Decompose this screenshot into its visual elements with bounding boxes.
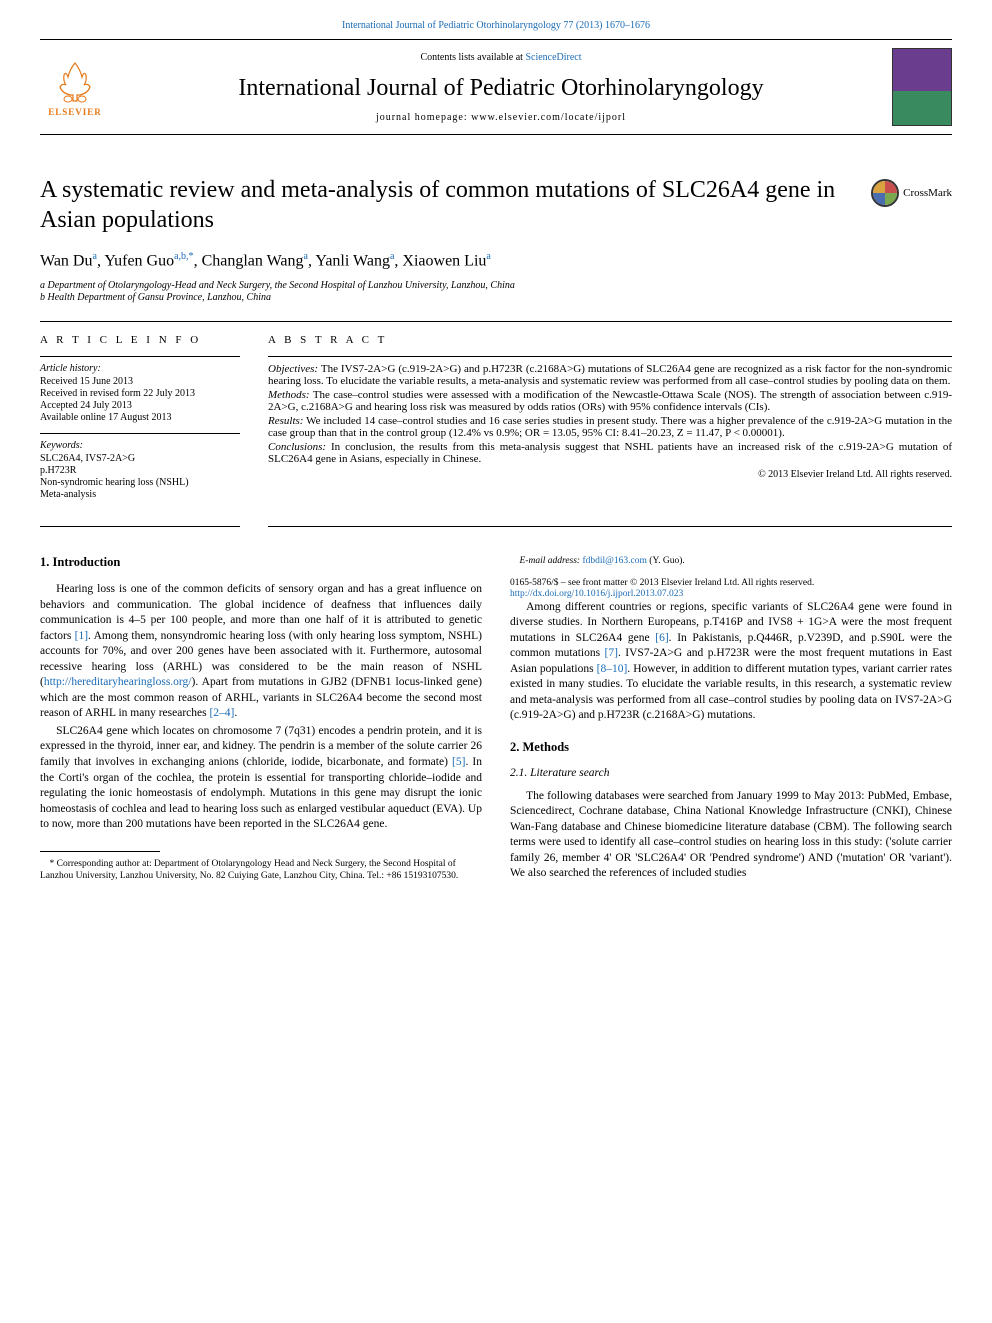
affiliations: a Department of Otolaryngology-Head and … [40,280,952,303]
title-row: A systematic review and meta-analysis of… [40,175,952,235]
keyword: p.H723R [40,465,240,476]
abstract-column: A B S T R A C T Objectives: The IVS7-2A>… [268,334,952,527]
abs-conclusions-label: Conclusions: [268,441,326,453]
article-info-heading: A R T I C L E I N F O [40,334,240,346]
article-history-label: Article history: [40,363,240,374]
contents-line: Contents lists available at ScienceDirec… [122,52,880,63]
body-columns: 1. Introduction Hearing loss is one of t… [40,555,952,884]
body-p1: Hearing loss is one of the common defici… [40,582,482,722]
crossmark-label: CrossMark [903,187,952,199]
url-link[interactable]: http://hereditaryhearingloss.org/ [44,676,192,688]
body-p3: Among different countries or regions, sp… [510,600,952,724]
homepage-line: journal homepage: www.elsevier.com/locat… [122,112,880,123]
ref-link[interactable]: [5] [452,756,465,768]
abs-objectives-label: Objectives: [268,363,318,375]
footnote-separator [40,851,160,852]
crossmark-icon [871,179,899,207]
article-history-block: Article history: Received 15 June 2013Re… [40,356,240,423]
abs-methods: The case–control studies were assessed w… [268,389,952,413]
abstract-copyright: © 2013 Elsevier Ireland Ltd. All rights … [268,469,952,480]
abstract-heading: A B S T R A C T [268,334,952,346]
ref-link[interactable]: [2–4] [209,707,234,719]
keyword: Meta-analysis [40,489,240,500]
article-title: A systematic review and meta-analysis of… [40,175,859,235]
ref-link[interactable]: [6] [655,632,668,644]
contents-prefix: Contents lists available at [420,52,525,63]
journal-reference[interactable]: International Journal of Pediatric Otorh… [40,20,952,31]
affiliation: b Health Department of Gansu Province, L… [40,292,952,303]
homepage-url[interactable]: www.elsevier.com/locate/ijporl [471,112,626,123]
journal-cover-thumb[interactable] [892,48,952,126]
footer: 0165-5876/$ – see front matter © 2013 El… [510,578,952,599]
abstract-content: Objectives: The IVS7-2A>G (c.919-2A>G) a… [268,356,952,480]
history-line: Available online 17 August 2013 [40,412,240,423]
keywords-label: Keywords: [40,440,240,451]
affiliation: a Department of Otolaryngology-Head and … [40,280,952,291]
article-info-column: A R T I C L E I N F O Article history: R… [40,334,240,527]
elsevier-label: ELSEVIER [48,107,102,117]
info-abstract-row: A R T I C L E I N F O Article history: R… [40,321,952,527]
history-line: Received 15 June 2013 [40,376,240,387]
homepage-prefix: journal homepage: [376,112,471,123]
keyword: Non-syndromic hearing loss (NSHL) [40,477,240,488]
email-line: E-mail address: fdbdil@163.com (Y. Guo). [510,555,952,567]
ref-link[interactable]: [1] [75,630,88,642]
footer-front-matter: 0165-5876/$ – see front matter © 2013 El… [510,578,952,588]
ref-link[interactable]: [8–10] [597,663,628,675]
crossmark-badge[interactable]: CrossMark [871,179,952,207]
history-line: Received in revised form 22 July 2013 [40,388,240,399]
abs-objectives: The IVS7-2A>G (c.919-2A>G) and p.H723R (… [268,363,952,387]
elsevier-tree-icon [50,57,100,105]
keyword: SLC26A4, IVS7-2A>G [40,453,240,464]
corresponding-author: * Corresponding author at: Department of… [40,858,482,883]
journal-header: ELSEVIER Contents lists available at Sci… [40,39,952,135]
abs-conclusions: In conclusion, the results from this met… [268,441,952,465]
methods-heading: 2. Methods [510,740,952,755]
journal-title: International Journal of Pediatric Otorh… [122,75,880,102]
lit-search-heading: 2.1. Literature search [510,767,952,779]
body-p2: SLC26A4 gene which locates on chromosome… [40,724,482,833]
body-p4: The following databases were searched fr… [510,789,952,882]
doi-link[interactable]: http://dx.doi.org/10.1016/j.ijporl.2013.… [510,589,952,599]
elsevier-logo[interactable]: ELSEVIER [40,52,110,122]
abs-results: We included 14 case–control studies and … [268,415,952,439]
abs-results-label: Results: [268,415,303,427]
header-middle: Contents lists available at ScienceDirec… [122,52,880,123]
history-line: Accepted 24 July 2013 [40,400,240,411]
abs-methods-label: Methods: [268,389,310,401]
sciencedirect-link[interactable]: ScienceDirect [525,52,581,63]
email-link[interactable]: fdbdil@163.com [582,556,646,566]
intro-heading: 1. Introduction [40,555,482,570]
ref-link[interactable]: [7] [605,647,618,659]
authors-line: Wan Dua, Yufen Guoa,b,*, Changlan Wanga,… [40,251,952,270]
keywords-block: Keywords: SLC26A4, IVS7-2A>Gp.H723RNon-s… [40,433,240,500]
